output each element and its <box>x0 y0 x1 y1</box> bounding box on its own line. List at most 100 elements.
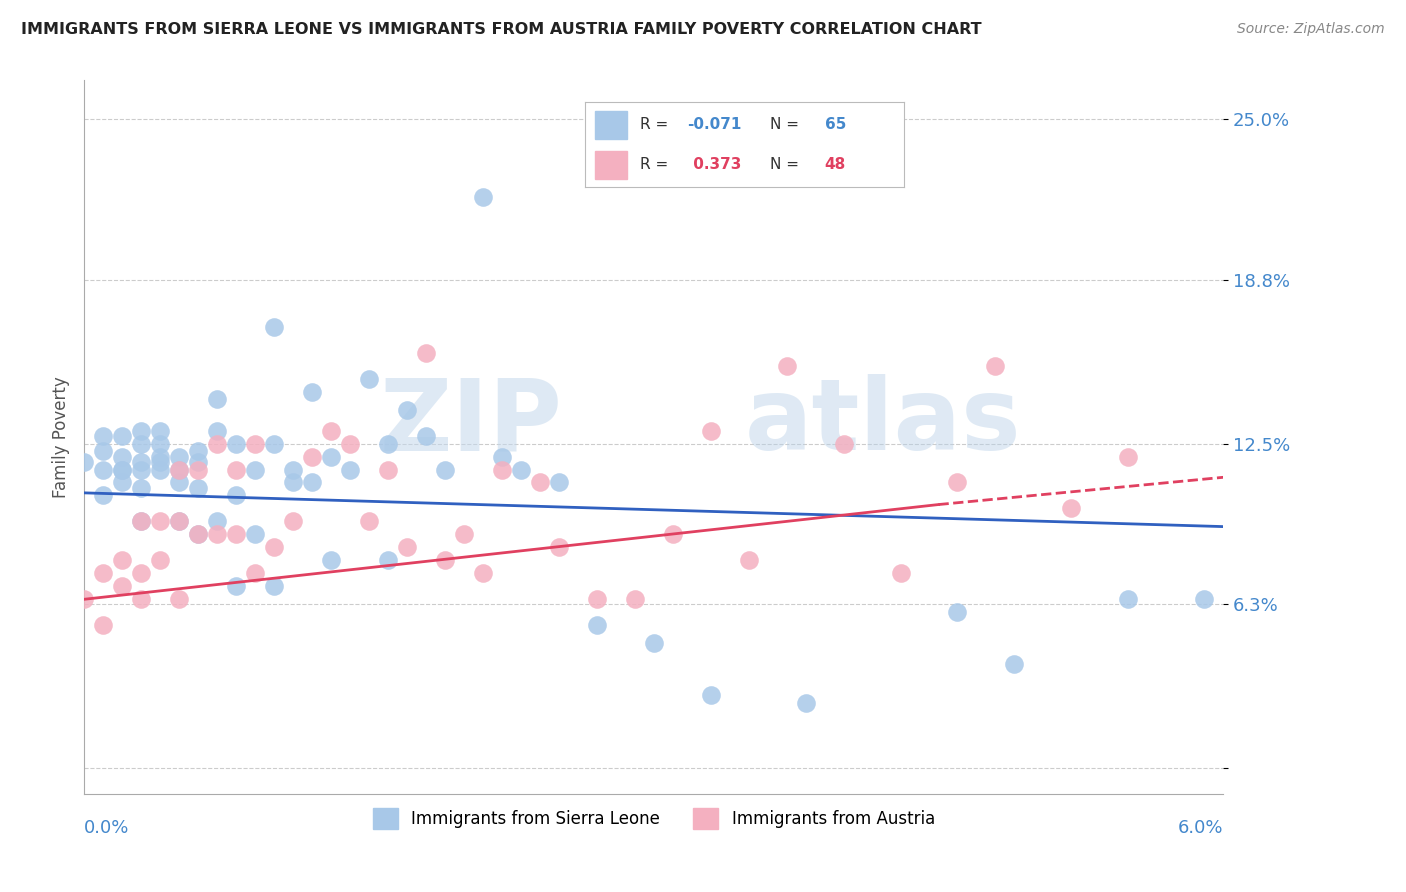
Point <box>643 636 665 650</box>
Point <box>169 515 191 529</box>
Point <box>245 436 267 450</box>
Point <box>149 553 172 567</box>
Point <box>700 424 723 438</box>
Point <box>586 618 609 632</box>
Point <box>794 696 817 710</box>
Point <box>510 462 533 476</box>
Point <box>263 436 285 450</box>
Text: 6.0%: 6.0% <box>1178 819 1223 837</box>
Text: Source: ZipAtlas.com: Source: ZipAtlas.com <box>1237 22 1385 37</box>
Point <box>169 515 191 529</box>
Point <box>131 566 153 581</box>
Point <box>111 475 134 490</box>
Point <box>149 436 172 450</box>
Point <box>131 436 153 450</box>
Text: atlas: atlas <box>745 375 1022 471</box>
Point <box>111 450 134 464</box>
Point <box>415 345 437 359</box>
Point <box>187 481 209 495</box>
Point <box>359 515 381 529</box>
Point <box>1118 450 1140 464</box>
Point <box>187 444 209 458</box>
Point <box>225 579 247 593</box>
Point <box>93 488 115 502</box>
Point <box>149 455 172 469</box>
Point <box>548 541 571 555</box>
Point <box>149 424 172 438</box>
Point <box>301 475 323 490</box>
Point <box>169 475 191 490</box>
Point <box>529 475 551 490</box>
Point <box>93 462 115 476</box>
Point <box>169 592 191 607</box>
Point <box>207 392 229 407</box>
Point <box>1194 592 1216 607</box>
Point <box>149 515 172 529</box>
Point <box>93 429 115 443</box>
Point <box>131 424 153 438</box>
Point <box>776 359 799 373</box>
Point <box>111 579 134 593</box>
Point <box>187 462 209 476</box>
Point <box>131 515 153 529</box>
Point <box>491 462 513 476</box>
Point <box>93 444 115 458</box>
Text: ZIP: ZIP <box>380 375 562 471</box>
Point <box>225 488 247 502</box>
Point <box>93 618 115 632</box>
Point <box>491 450 513 464</box>
Point <box>453 527 475 541</box>
Point <box>301 450 323 464</box>
Text: IMMIGRANTS FROM SIERRA LEONE VS IMMIGRANTS FROM AUSTRIA FAMILY POVERTY CORRELATI: IMMIGRANTS FROM SIERRA LEONE VS IMMIGRAN… <box>21 22 981 37</box>
Point <box>187 455 209 469</box>
Point <box>946 605 969 619</box>
Point <box>111 429 134 443</box>
Point <box>149 462 172 476</box>
Point <box>1118 592 1140 607</box>
Point <box>301 384 323 399</box>
Point <box>339 436 361 450</box>
Point <box>359 372 381 386</box>
Point <box>187 527 209 541</box>
Point <box>131 455 153 469</box>
Point <box>283 475 305 490</box>
Point <box>321 450 343 464</box>
Point <box>73 455 96 469</box>
Point <box>131 592 153 607</box>
Point <box>169 462 191 476</box>
Point <box>1004 657 1026 672</box>
Point <box>263 319 285 334</box>
Point <box>131 462 153 476</box>
Point <box>225 462 247 476</box>
Point <box>472 566 495 581</box>
Point <box>321 553 343 567</box>
Point <box>111 462 134 476</box>
Point <box>111 462 134 476</box>
Point <box>377 553 399 567</box>
Point <box>890 566 912 581</box>
Point <box>225 527 247 541</box>
Point <box>93 566 115 581</box>
Point <box>624 592 647 607</box>
Point <box>396 402 419 417</box>
Point <box>700 688 723 702</box>
Point <box>377 462 399 476</box>
Point <box>472 190 495 204</box>
Y-axis label: Family Poverty: Family Poverty <box>52 376 70 498</box>
Point <box>73 592 96 607</box>
Point <box>131 481 153 495</box>
Point <box>187 527 209 541</box>
Point <box>207 424 229 438</box>
Point <box>396 541 419 555</box>
Point <box>207 436 229 450</box>
Point <box>662 527 685 541</box>
Point <box>169 462 191 476</box>
Point <box>586 592 609 607</box>
Point <box>984 359 1007 373</box>
Point <box>111 553 134 567</box>
Point <box>321 424 343 438</box>
Point <box>283 462 305 476</box>
Point <box>377 436 399 450</box>
Point <box>225 436 247 450</box>
Point <box>415 429 437 443</box>
